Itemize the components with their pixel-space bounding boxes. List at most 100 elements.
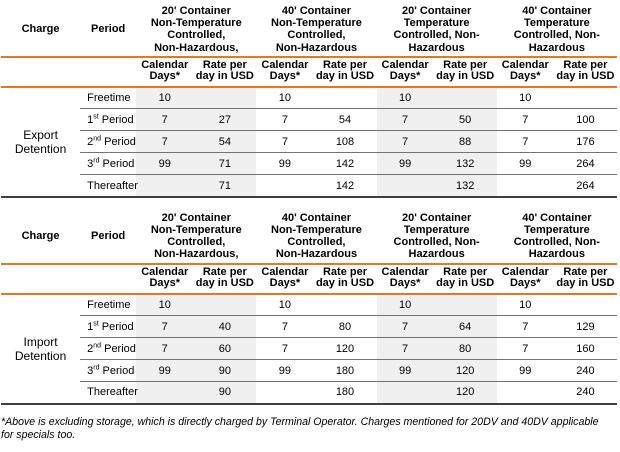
period-cell: 3rd Period (80, 152, 137, 176)
subheader-line: Rate per (443, 58, 488, 71)
value-cell: 180 (313, 359, 377, 383)
subheader-line: Rate per (443, 265, 488, 278)
subheader-line: Rate per (202, 265, 247, 278)
group-header-line: Hazardous (528, 248, 585, 261)
value-cell: 120 (433, 359, 497, 383)
value-cell: 7 (376, 337, 434, 361)
charge-cell: Export Detention (14, 127, 67, 156)
subheader-rate: Rate per day in USD (313, 263, 377, 295)
value-cell (256, 175, 313, 197)
subheader-line: Days* (509, 277, 541, 290)
group-header-line: Non-Temperature (150, 224, 242, 237)
period-cell: Freetime (80, 293, 137, 317)
subheader-line: Calendar (261, 265, 309, 278)
group-header-line: 20' Container (402, 5, 472, 17)
value-cell: 7 (136, 337, 194, 361)
table-row: Export Detention Freetime 10 10 10 10 (1, 86, 617, 156)
value-cell: 10 (256, 293, 314, 317)
value-cell: 10 (496, 86, 554, 110)
value-cell: 99 (256, 152, 314, 176)
value-cell: 99 (496, 359, 554, 383)
period-text: Period (99, 157, 135, 170)
group-header-line: Non-Hazardous, (154, 248, 239, 261)
group-header-line: Controlled, Non- (393, 29, 480, 42)
empty-subheader (80, 56, 137, 88)
value-cell: 160 (553, 337, 617, 361)
value-cell: 10 (136, 293, 194, 317)
subheader-line: Days* (389, 70, 421, 83)
value-cell: 64 (433, 315, 497, 339)
subheader-line: day in USD (195, 277, 254, 290)
subheader-line: Rate per (202, 58, 247, 71)
subheader-line: Calendar (501, 265, 549, 278)
table-row: 3rd Period 99 90 99 180 99 120 99 240 (1, 359, 617, 383)
value-cell: 240 (576, 386, 595, 399)
subheader-rate: Rate per day in USD (553, 263, 617, 295)
subheader-line: Rate per (563, 58, 608, 71)
value-cell (136, 381, 194, 404)
subheader-line: day in USD (195, 70, 254, 83)
period-text: 2 (87, 135, 94, 148)
group-header-line: Non-Temperature (150, 17, 242, 30)
group-header-line: Temperature (523, 17, 590, 30)
period-text: Period (101, 135, 136, 148)
value-cell: 99 (376, 152, 434, 176)
group-header-line: Non-Temperature (271, 224, 362, 237)
value-cell: 10 (256, 86, 314, 110)
value-cell: 264 (576, 179, 595, 192)
value-cell: 7 (136, 315, 194, 339)
group-header-line: Controlled, (167, 236, 226, 249)
period-cell: Thereafter (80, 382, 138, 404)
table-row: 2nd Period 7 60 7 120 7 80 7 160 (1, 337, 617, 361)
value-cell: 27 (193, 108, 257, 132)
empty-subheader (80, 263, 137, 295)
group-header-line: Controlled, (287, 236, 346, 249)
subheader-rate: Rate per day in USD (313, 56, 377, 88)
subheader-line: Days* (269, 70, 301, 83)
subheader-line: day in USD (436, 70, 495, 83)
subheader-line: Days* (269, 277, 301, 290)
subheader-rate: Rate per day in USD (433, 56, 497, 88)
value-cell (553, 293, 617, 317)
column-group-header-row: Charge Period 20' Container Non-Temperat… (1, 208, 617, 265)
period-text: Period (101, 342, 136, 355)
subheader-line: Days* (389, 277, 421, 290)
group-header-line: Hazardous (408, 248, 465, 261)
table-row: Import Detention Freetime 10 10 10 10 (1, 293, 617, 363)
subheader-line: Calendar (261, 58, 309, 71)
value-cell (193, 86, 257, 110)
value-cell: 99 (256, 359, 314, 383)
value-cell: 7 (256, 337, 314, 361)
group-header-line: Controlled, (287, 29, 346, 42)
ordinal-superscript: st (93, 319, 99, 327)
period-cell: 1st Period (80, 315, 137, 339)
value-cell: 120 (433, 381, 497, 404)
period-text: Thereafter (87, 386, 138, 399)
value-cell: 129 (553, 315, 617, 339)
subheader-calendar-days: Calendar Days* (256, 56, 314, 88)
subheader-line: Calendar (381, 58, 429, 71)
period-column-header: Period (80, 208, 137, 265)
ordinal-superscript: rd (93, 157, 100, 165)
subheader-calendar-days: Calendar Days* (496, 263, 554, 295)
value-cell: 71 (193, 174, 257, 197)
group-header-line: 40' Container (522, 211, 592, 224)
period-text: Period (98, 320, 134, 333)
value-cell: 108 (313, 130, 377, 154)
group-header-line: Non-Temperature (271, 17, 362, 30)
charge-column-header: Charge (1, 208, 81, 265)
value-cell: 10 (496, 293, 554, 317)
value-cell: 54 (313, 108, 377, 132)
value-cell: 99 (136, 359, 194, 383)
value-cell: 7 (496, 108, 554, 132)
value-cell: 120 (313, 337, 377, 361)
table-row: 1st Period 7 40 7 80 7 64 7 129 (1, 315, 617, 339)
group-header-line: 40' Container (522, 5, 592, 17)
value-cell: 142 (335, 179, 355, 192)
group-header-line: 20' Container (161, 5, 231, 17)
value-cell: 7 (256, 130, 314, 154)
group-header-line: Non-Hazardous (275, 248, 358, 261)
value-cell: 7 (256, 108, 314, 132)
subheader-line: Rate per (322, 58, 368, 71)
table-row: 1st Period 7 27 7 54 7 50 7 100 (1, 108, 617, 132)
